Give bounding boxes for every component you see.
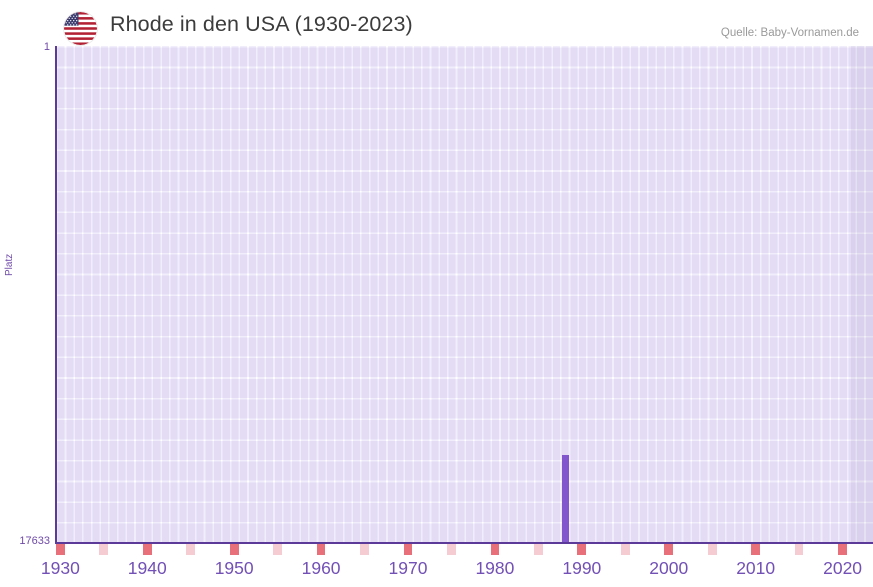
x-tick-label-1950: 1950 — [214, 558, 254, 578]
x-tick-mark-1935 — [99, 544, 109, 555]
x-tick-mark-1985 — [534, 544, 543, 555]
x-tick-mark-1980 — [490, 544, 500, 555]
x-tick-mark-2000 — [664, 544, 674, 555]
bar-1988[interactable] — [561, 454, 569, 543]
y-axis-tick-bottom: 17633 — [19, 535, 50, 547]
x-tick-label-1960: 1960 — [301, 558, 341, 578]
page-title: Rhode in den USA (1930-2023) — [110, 12, 413, 36]
x-tick-label-1990: 1990 — [562, 558, 602, 578]
x-tick-mark-2005 — [707, 544, 717, 555]
x-tick-mark-1975 — [447, 544, 456, 555]
source-label: Quelle: Baby-Vornamen.de — [720, 27, 859, 39]
x-tick-mark-1970 — [403, 544, 413, 555]
y-axis-line — [55, 46, 57, 544]
x-tick-label-1970: 1970 — [388, 558, 428, 578]
x-tick-label-1930: 1930 — [40, 558, 80, 578]
x-tick-mark-1990 — [577, 544, 587, 555]
x-tick-mark-1955 — [273, 544, 282, 555]
x-axis-tick-labels: 1930 1940 1950 1960 1970 1980 1990 2000 2010 2020 — [0, 558, 873, 587]
y-axis-title: Platz — [4, 253, 15, 276]
chart-plot-area — [56, 46, 873, 543]
x-tick-mark-1960 — [316, 544, 326, 555]
x-tick-mark-2010 — [751, 544, 760, 555]
x-tick-mark-1940 — [142, 544, 152, 555]
x-tick-mark-1995 — [620, 544, 630, 555]
x-axis-line — [55, 542, 873, 544]
y-axis-tick-top: 1 — [43, 41, 50, 53]
forecast-shaded-region — [851, 46, 873, 543]
us-flag-icon — [64, 12, 97, 45]
x-tick-label-1980: 1980 — [475, 558, 515, 578]
x-tick-mark-1950 — [229, 544, 239, 555]
x-tick-label-2010: 2010 — [736, 558, 776, 578]
x-tick-mark-1930 — [56, 544, 65, 555]
chart-header: Rhode in den USA (1930-2023) Quelle: Bab… — [0, 0, 873, 45]
x-tick-label-1940: 1940 — [127, 558, 167, 578]
x-tick-label-2020: 2020 — [823, 558, 863, 578]
x-tick-label-2000: 2000 — [649, 558, 689, 578]
x-axis-tick-strip — [56, 544, 873, 555]
x-tick-mark-2015 — [794, 544, 804, 555]
x-tick-mark-1965 — [360, 544, 369, 555]
x-tick-mark-1945 — [186, 544, 196, 555]
x-tick-mark-2020 — [838, 544, 847, 555]
